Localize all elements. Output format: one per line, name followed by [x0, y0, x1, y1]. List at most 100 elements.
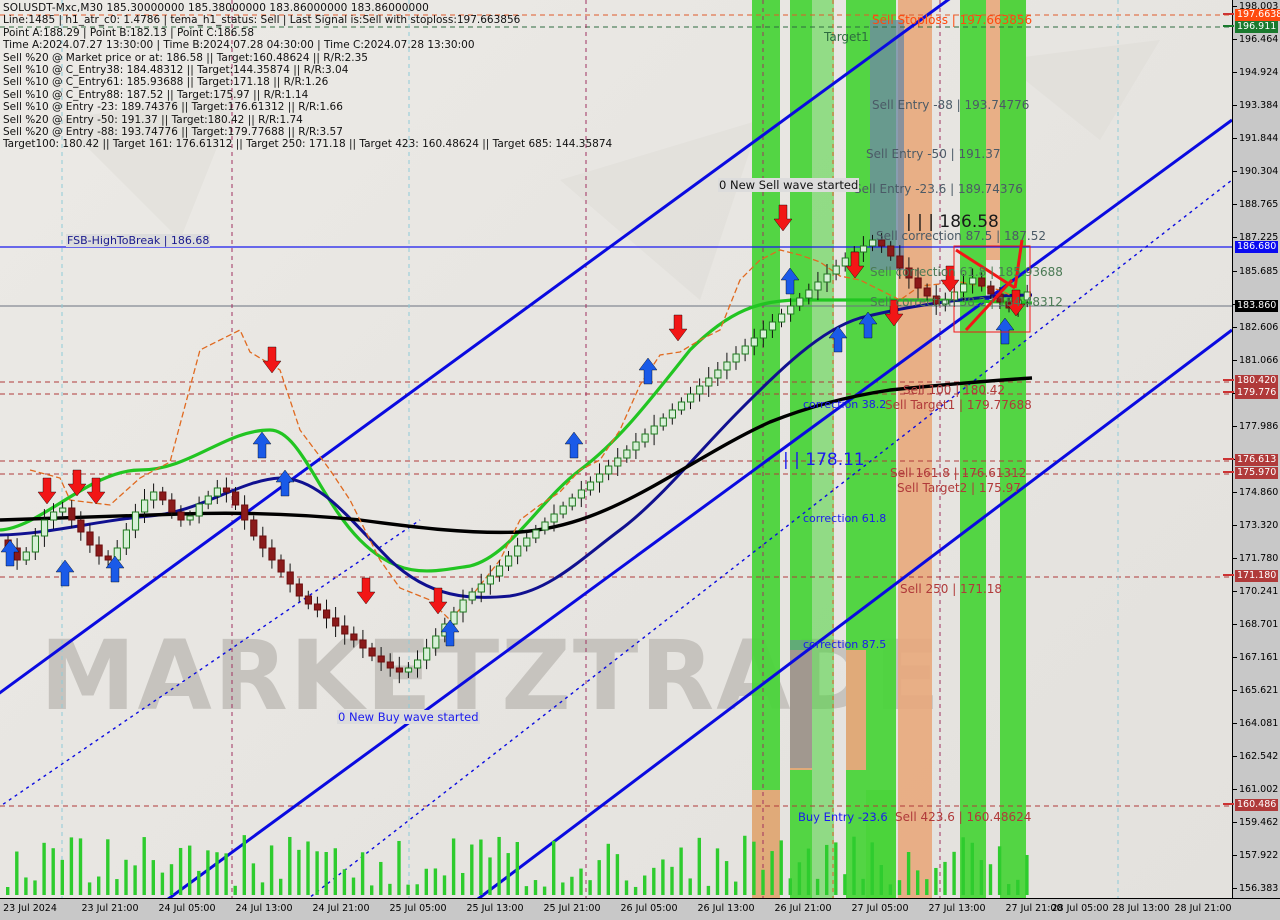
price-level-tag[interactable]: 183.860	[1235, 300, 1279, 312]
annotation-sell-target1[interactable]: Sell Target1 | 179.77688	[885, 398, 1032, 412]
price-level-tag[interactable]: 175.970	[1223, 467, 1279, 479]
chart-info-header: SOLUSDT-Mxc,M30 185.30000000 185.3800000…	[3, 2, 612, 151]
price-level-dash	[1223, 458, 1234, 460]
annotation-sell-stoploss[interactable]: Sell Stoploss | 197.663856	[872, 13, 1033, 27]
annotation-buy-entry-236[interactable]: Buy Entry -23.6	[798, 810, 888, 824]
price-level-tag[interactable]: 180.420	[1223, 375, 1279, 387]
price-tick: 181.066	[1233, 355, 1280, 366]
price-level-dash	[1223, 379, 1234, 381]
annotation-correction-382[interactable]: correction 38.2	[803, 398, 887, 411]
hdr-line-9: Sell %20 @ Entry -50: 191.37 || Target:1…	[3, 113, 303, 126]
price-tick: 190.304	[1233, 166, 1280, 177]
annotation-sell-entry-50[interactable]: Sell Entry -50 | 191.37	[866, 147, 1001, 161]
hdr-line-1: Line:1485 | h1_atr_c0: 1.4786 | tema_h1_…	[3, 14, 521, 27]
price-level-tag[interactable]: 186.680	[1235, 241, 1279, 253]
annotation-sell-entry-236[interactable]: Sell Entry -23.6 | 189.74376	[854, 182, 1023, 196]
price-tick: 171.780	[1233, 553, 1280, 564]
price-tick-label: 187.225	[1239, 232, 1279, 243]
hdr-line-0: SOLUSDT-Mxc,M30 185.30000000 185.3800000…	[3, 2, 429, 14]
price-tick-label: 191.844	[1239, 133, 1279, 144]
annotation-fsb-high-to-break[interactable]: FSB-HighToBreak | 186.68	[66, 234, 211, 247]
time-tick-label: 26 Jul 21:00	[774, 903, 832, 914]
time-tick-label: 25 Jul 05:00	[389, 903, 447, 914]
time-tick-label: 27 Jul 13:00	[928, 903, 986, 914]
annotation-sell-correction-875[interactable]: Sell correction 87.5 | 187.52	[876, 229, 1046, 243]
hdr-line-2: Point A:188.29 | Point B:182.13 | Point …	[3, 26, 255, 39]
price-level-tag[interactable]: 176.613	[1223, 454, 1279, 466]
time-tick-label: 27 Jul 21:00	[1005, 903, 1063, 914]
price-level-tag[interactable]: 160.486	[1223, 799, 1279, 811]
annotation-sell-target2[interactable]: Sell Target2 | 175.97	[897, 481, 1021, 495]
hdr-line-7: Sell %10 @ C_Entry88: 187.52 || Target:1…	[3, 88, 309, 101]
time-axis[interactable]: 23 Jul 2024 23 Jul 21:00 24 Jul 05:00 24 Ju…	[0, 898, 1280, 920]
annotation-sell-1618[interactable]: Sell 161.8 | 176.61312	[890, 466, 1027, 480]
price-tick-label: 162.542	[1239, 751, 1279, 762]
annotation-sell-4236[interactable]: Sell 423.6 | 160.48624	[895, 810, 1032, 824]
time-tick-label: 24 Jul 05:00	[158, 903, 216, 914]
time-tick-label: 26 Jul 05:00	[620, 903, 678, 914]
price-tick-label: 168.701	[1239, 619, 1279, 630]
price-level-dash	[1223, 13, 1234, 15]
annotation-new-buy-wave[interactable]: 0 New Buy wave started	[337, 710, 480, 724]
price-tick: 164.081	[1233, 718, 1280, 729]
hdr-line-3: Time A:2024.07.27 13:30:00 | Time B:2024…	[3, 39, 475, 52]
annotation-correction-618[interactable]: correction 61.8	[803, 512, 887, 525]
price-axis[interactable]: 198.003 196.464 194.924 193.384 191.844 190.3…	[1223, 0, 1280, 898]
annotation-new-sell-wave[interactable]: 0 New Sell wave started	[718, 178, 860, 192]
price-tick: 185.685	[1233, 266, 1280, 277]
price-tick-label: 167.161	[1239, 652, 1279, 663]
price-level-dash	[1223, 471, 1234, 473]
hdr-line-10: Sell %20 @ Entry -88: 193.74776 || Targe…	[3, 126, 343, 139]
price-tick-label: 188.765	[1239, 199, 1279, 210]
time-tick-label: 28 Jul 05:00	[1051, 903, 1109, 914]
price-tick: 193.384	[1233, 100, 1280, 111]
time-tick-label: 25 Jul 13:00	[466, 903, 524, 914]
price-tick: 188.765	[1233, 199, 1280, 210]
price-tick: 157.922	[1233, 850, 1280, 861]
annotation-correction-875[interactable]: correction 87.5	[803, 638, 887, 651]
price-tick-label: 157.922	[1239, 850, 1279, 861]
time-tick-label: 24 Jul 21:00	[312, 903, 370, 914]
price-tick-label: 194.924	[1239, 67, 1279, 78]
chart-plot-area[interactable]: MARKETZTRADE	[0, 0, 1232, 898]
annotation-point-c-price[interactable]: | | | 186.58	[906, 212, 999, 232]
hdr-line-6: Sell %10 @ C_Entry61: 185.93688 || Targe…	[3, 76, 329, 89]
price-tick-label: 177.986	[1239, 421, 1279, 432]
price-tick-label: 185.685	[1239, 266, 1279, 277]
price-tick-label: 165.621	[1239, 685, 1279, 696]
price-tick-label: 170.241	[1239, 586, 1279, 597]
price-tick: 196.464	[1233, 34, 1280, 45]
price-tick: 198.003	[1233, 1, 1280, 12]
price-tick: 191.844	[1233, 133, 1280, 144]
hdr-line-4: Sell %20 @ Market price or at: 186.58 ||…	[3, 51, 368, 64]
price-level-tag[interactable]: 197.663856	[1223, 9, 1280, 21]
time-tick-label: 28 Jul 13:00	[1112, 903, 1170, 914]
price-tick-label: 193.384	[1239, 100, 1279, 111]
time-tick-label: 27 Jul 05:00	[851, 903, 909, 914]
price-tick: 161.002	[1233, 784, 1280, 795]
time-tick-label: 24 Jul 13:00	[235, 903, 293, 914]
price-tick-label: 171.780	[1239, 553, 1279, 564]
annotation-point-b-price[interactable]: | | 178.11	[783, 450, 865, 470]
annotation-target1[interactable]: Target1	[824, 30, 869, 44]
price-tick: 156.383	[1233, 883, 1280, 894]
price-level-tag[interactable]: 179.776	[1223, 387, 1279, 399]
annotation-sell-correction-382[interactable]: Sell correction 38.2 | 184.48312	[870, 295, 1063, 309]
annotation-sell-entry-88[interactable]: Sell Entry -88 | 193.74776	[872, 98, 1030, 112]
price-level-dash	[1223, 574, 1234, 576]
price-tick-label: 156.383	[1239, 883, 1279, 894]
time-tick-label: 26 Jul 13:00	[697, 903, 755, 914]
hdr-line-5: Sell %10 @ C_Entry38: 184.48312 || Targe…	[3, 64, 349, 77]
price-level-tag[interactable]: 171.180	[1223, 570, 1279, 582]
price-tick-label: 161.002	[1239, 784, 1279, 795]
price-level-tag[interactable]: 196.911	[1223, 21, 1279, 33]
price-tick-label: 181.066	[1239, 355, 1279, 366]
annotation-sell-correction-618[interactable]: Sell correction 61.8 | 185.93688	[870, 265, 1063, 279]
price-tick: 165.621	[1233, 685, 1280, 696]
chart-canvas	[0, 0, 1232, 898]
price-tick: 187.225	[1233, 232, 1280, 243]
annotation-sell-100[interactable]: Sell 100 | 180.42	[903, 383, 1006, 397]
annotation-sell-250[interactable]: Sell 250 | 171.18	[900, 582, 1003, 596]
price-tick-label: 190.304	[1239, 166, 1279, 177]
